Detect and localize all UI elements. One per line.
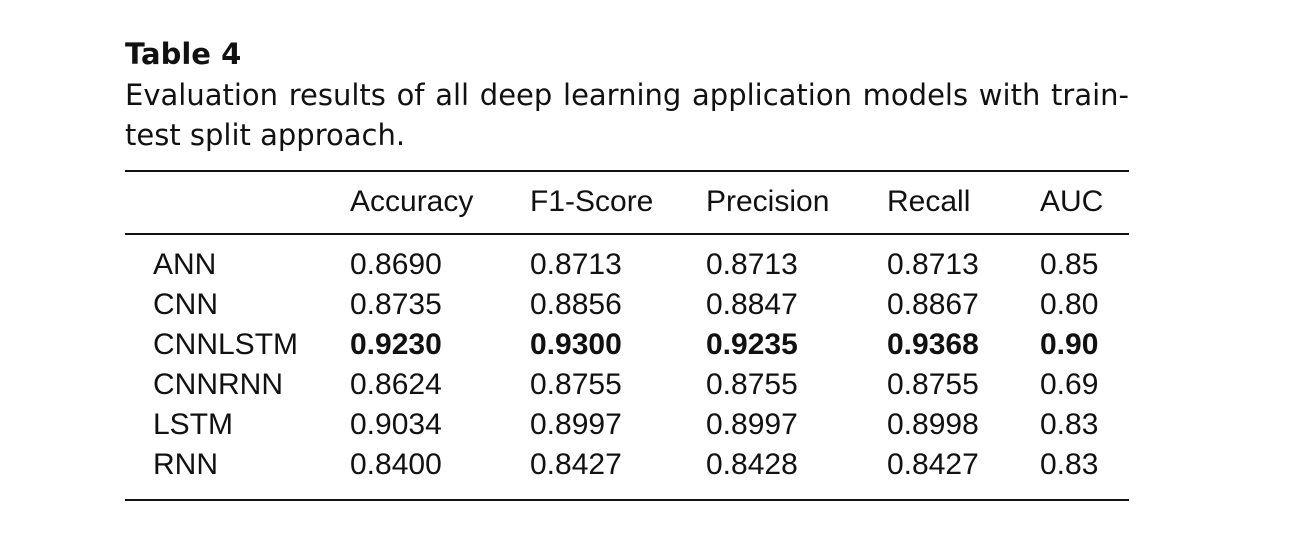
cell-accuracy: 0.8400 (350, 448, 442, 481)
row-model-name: RNN (153, 448, 218, 481)
header-precision: Precision (706, 185, 830, 218)
header-recall: Recall (887, 185, 971, 218)
cell-recall-best: 0.9368 (887, 328, 979, 361)
bottom-rule (125, 499, 1129, 501)
cell-auc: 0.85 (1040, 248, 1099, 281)
cell-precision: 0.8997 (706, 408, 798, 441)
cell-precision: 0.8428 (706, 448, 798, 481)
cell-recall: 0.8867 (887, 288, 979, 321)
cell-recall: 0.8998 (887, 408, 979, 441)
table-label: Table 4 (125, 37, 242, 71)
cell-accuracy: 0.8690 (350, 248, 442, 281)
cell-accuracy-best: 0.9230 (350, 328, 442, 361)
cell-precision-best: 0.9235 (706, 328, 798, 361)
row-model-name: CNN (153, 288, 218, 321)
cell-recall: 0.8713 (887, 248, 979, 281)
row-model-name: CNNLSTM (153, 328, 299, 361)
cell-f1-score: 0.8713 (530, 248, 622, 281)
cell-recall: 0.8427 (887, 448, 979, 481)
cell-accuracy: 0.9034 (350, 408, 442, 441)
header-f1-score: F1-Score (530, 185, 654, 218)
cell-auc: 0.83 (1040, 408, 1099, 441)
cell-auc-best: 0.90 (1040, 328, 1099, 361)
row-model-name: ANN (153, 248, 217, 281)
cell-auc: 0.80 (1040, 288, 1099, 321)
header-rule (125, 233, 1129, 235)
cell-precision: 0.8847 (706, 288, 798, 321)
header-accuracy: Accuracy (350, 185, 474, 218)
header-auc: AUC (1040, 185, 1104, 218)
top-rule (125, 170, 1129, 172)
row-model-name: LSTM (153, 408, 234, 441)
cell-f1-score: 0.8755 (530, 368, 622, 401)
cell-precision: 0.8755 (706, 368, 798, 401)
cell-accuracy: 0.8735 (350, 288, 442, 321)
cell-auc: 0.69 (1040, 368, 1099, 401)
cell-precision: 0.8713 (706, 248, 798, 281)
cell-accuracy: 0.8624 (350, 368, 442, 401)
row-model-name: CNNRNN (153, 368, 283, 401)
cell-recall: 0.8755 (887, 368, 979, 401)
cell-f1-score-best: 0.9300 (530, 328, 622, 361)
cell-f1-score: 0.8997 (530, 408, 622, 441)
cell-auc: 0.83 (1040, 448, 1099, 481)
cell-f1-score: 0.8856 (530, 288, 622, 321)
cell-f1-score: 0.8427 (530, 448, 622, 481)
table-caption: Evaluation results of all deep learning … (125, 78, 1129, 152)
